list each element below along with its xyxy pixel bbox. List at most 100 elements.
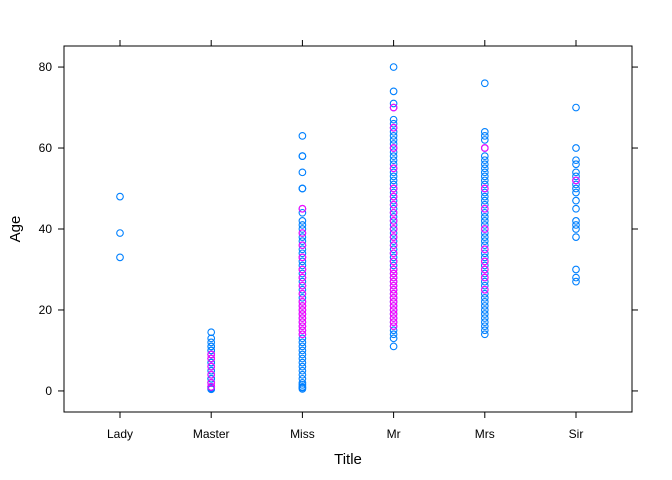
data-point [389, 148, 398, 156]
data-point [207, 338, 216, 347]
data-point [298, 370, 307, 379]
data-point [389, 302, 398, 310]
data-point [480, 176, 489, 185]
data-point [298, 152, 307, 160]
data-point [207, 334, 216, 343]
data-point [389, 298, 398, 306]
data-point [298, 346, 307, 355]
data-point [389, 164, 398, 173]
data-point [389, 221, 398, 229]
data-point [298, 358, 307, 367]
data-point [572, 144, 580, 152]
data-point [389, 241, 398, 250]
x-tick-label: Master [193, 427, 230, 441]
data-point [389, 225, 398, 233]
data-point [389, 322, 398, 331]
data-point [389, 180, 398, 189]
data-point [389, 289, 398, 298]
data-point [389, 273, 398, 282]
data-point [389, 213, 398, 221]
x-axis-title: Title [334, 451, 362, 468]
data-point [389, 140, 398, 148]
data-point [298, 208, 307, 217]
data-point [480, 289, 489, 298]
data-point [298, 322, 307, 331]
data-point [389, 217, 398, 225]
y-tick-label: 40 [39, 222, 53, 236]
data-point [389, 277, 398, 286]
x-tick-label: Mrs [475, 427, 495, 441]
data-point [480, 249, 489, 258]
data-point [116, 253, 124, 262]
data-point [480, 144, 489, 152]
data-point [298, 310, 307, 318]
data-point [389, 172, 398, 181]
data-point [480, 229, 489, 237]
data-point [480, 237, 489, 245]
data-point [480, 188, 489, 197]
data-point [389, 192, 398, 201]
data-point [298, 318, 307, 326]
data-point [480, 180, 489, 189]
data-point [389, 265, 398, 274]
data-point [389, 306, 398, 314]
data-point [572, 188, 580, 197]
data-point [480, 200, 489, 209]
data-point [480, 269, 489, 278]
data-point [298, 249, 307, 258]
data-point [298, 269, 307, 278]
data-point [389, 160, 398, 169]
data-point [298, 293, 307, 302]
data-point [480, 318, 489, 326]
data-point [572, 233, 580, 241]
data-point [572, 196, 580, 205]
data-point [572, 160, 580, 169]
data-point [298, 381, 307, 389]
data-point [480, 245, 489, 254]
x-tick-label: Sir [569, 427, 584, 441]
data-point [298, 350, 307, 359]
data-point [298, 273, 307, 282]
data-point [389, 103, 398, 112]
data-point [298, 168, 307, 177]
y-tick-label: 0 [45, 384, 52, 398]
data-point [480, 298, 489, 306]
data-point [480, 233, 489, 241]
data-point [480, 310, 489, 318]
data-point [389, 196, 398, 205]
data-point [389, 119, 398, 128]
data-point [389, 237, 398, 245]
data-point [389, 176, 398, 185]
data-point [480, 204, 489, 213]
data-point [389, 330, 398, 339]
data-point [389, 318, 398, 326]
data-point [207, 358, 216, 367]
data-point [298, 277, 307, 286]
data-point [389, 281, 398, 290]
data-point [298, 298, 307, 306]
data-point [480, 265, 489, 274]
data-point [298, 289, 307, 298]
data-point [480, 221, 489, 229]
data-point [389, 334, 398, 343]
data-point [389, 127, 398, 136]
data-point [298, 281, 307, 290]
data-point [389, 200, 398, 209]
data-point [389, 115, 398, 124]
data-point [389, 184, 398, 193]
data-point [298, 330, 307, 339]
data-point [389, 285, 398, 294]
data-point [480, 273, 489, 282]
data-point [207, 383, 216, 391]
data-point [480, 132, 489, 140]
data-point [298, 354, 307, 363]
data-point [298, 334, 307, 343]
x-tick-label: Mr [387, 427, 401, 441]
data-point [480, 257, 489, 266]
data-point [389, 188, 398, 197]
data-point [389, 63, 398, 71]
y-tick-label: 60 [39, 141, 53, 155]
data-point [389, 253, 398, 262]
data-point [389, 261, 398, 270]
